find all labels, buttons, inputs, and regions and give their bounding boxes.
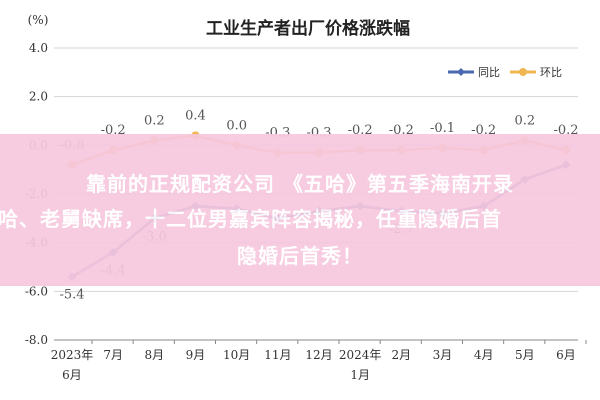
y-tick-label: 4.0 — [29, 41, 48, 55]
chart-title: 工业生产者出厂价格涨跌幅 — [206, 18, 410, 39]
y-axis-unit-label: (%) — [28, 13, 49, 27]
x-tick-label: 2月 — [392, 348, 412, 362]
x-tick-label: 10月 — [223, 348, 250, 362]
x-tick-label: 8月 — [145, 348, 165, 362]
data-label: 0.0 — [226, 118, 247, 133]
x-tick-label: 5月 — [515, 348, 535, 362]
overlay-headline-3[interactable]: 隐婚后首秀！ — [237, 244, 363, 268]
legend-label: 同比 — [478, 66, 500, 79]
y-tick-label: -8.0 — [25, 333, 48, 347]
x-tick-label: 12月 — [305, 348, 332, 362]
legend-label: 环比 — [540, 66, 562, 79]
data-label: 0.4 — [185, 109, 206, 124]
x-tick-label: 6月 — [556, 348, 576, 362]
x-tick-label: 2024年 — [339, 348, 382, 362]
data-label: 0.2 — [514, 113, 535, 128]
legend-marker — [457, 68, 465, 76]
y-tick-label: -6.0 — [25, 284, 48, 298]
x-tick-label: 4月 — [474, 348, 494, 362]
x-tick-label: 6月 — [62, 368, 82, 382]
x-tick-label: 2023年 — [51, 348, 94, 362]
x-tick-label: 1月 — [350, 368, 370, 382]
overlay-banner[interactable]: 靠前的正规配资公司 《五哈》第五季海南开录 哈、老舅缺席，十二位男嘉宾阵容揭秘，… — [0, 134, 600, 286]
overlay-headline-2[interactable]: 哈、老舅缺席，十二位男嘉宾阵容揭秘，任重隐婚后首 — [0, 207, 502, 231]
data-label: -0.1 — [430, 121, 455, 136]
data-label: 0.2 — [144, 113, 165, 128]
x-tick-label: 3月 — [433, 348, 453, 362]
y-tick-label: 2.0 — [29, 90, 48, 104]
x-tick-label: 7月 — [103, 348, 123, 362]
x-tick-label: 9月 — [186, 348, 206, 362]
data-label: -5.4 — [59, 288, 84, 303]
overlay-headline-1[interactable]: 靠前的正规配资公司 《五哈》第五季海南开录 — [86, 172, 514, 196]
legend: 同比 环比 — [448, 66, 562, 79]
legend-marker — [519, 68, 527, 76]
x-tick-label: 11月 — [264, 348, 291, 362]
